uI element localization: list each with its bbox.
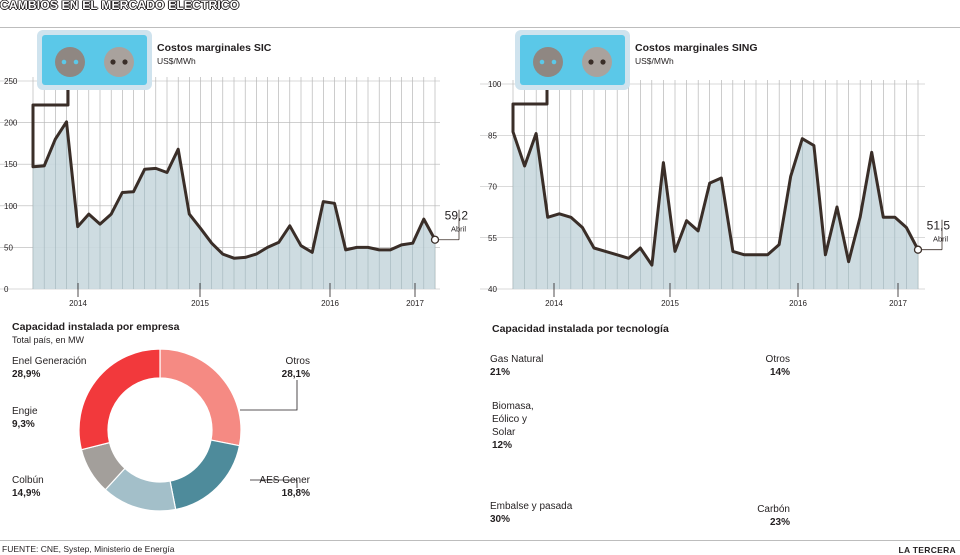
- sic-ytick-label: 0: [4, 285, 9, 294]
- brand-logo: LA TERCERA: [898, 545, 956, 555]
- label-engie: Engie 9,3%: [12, 406, 38, 430]
- sic-chart-title: Costos marginales SIC: [157, 42, 272, 54]
- sic-ytick-label: 100: [4, 202, 18, 211]
- sing-ytick-label: 100: [488, 80, 502, 89]
- sic-series-line: [31, 74, 437, 260]
- empresa-slice-enel-generaci-n: [78, 348, 161, 451]
- sic-last-value: 59,2: [445, 209, 469, 223]
- empresa-leader-line: [240, 380, 298, 411]
- tecnologia-title: Capacidad instalada por tecnología: [492, 323, 669, 335]
- sing-last-sublabel: Abril: [933, 235, 948, 244]
- sing-xtick-label: 2014: [545, 299, 563, 308]
- sic-ytick-label: 250: [4, 77, 18, 86]
- label-gas: Gas Natural 21%: [490, 354, 544, 378]
- label-otros-empresa: Otros 28,1%: [281, 356, 310, 380]
- empresa-subtitle: Total país, en MW: [12, 335, 85, 345]
- socket-icon: [104, 47, 134, 77]
- sing-xtick-label: 2015: [661, 299, 679, 308]
- socket-hole-icon: [588, 59, 594, 65]
- sic-xtick-label: 2017: [406, 299, 424, 308]
- empresa-slice-aes-gener: [169, 439, 241, 511]
- empresa-leader-line: [250, 479, 298, 488]
- sing-unit-label: US$/MWh: [635, 56, 674, 66]
- sing-ytick-label: 55: [488, 234, 497, 243]
- socket-hole-icon: [110, 59, 116, 65]
- label-otros-tecnologia: Otros 14%: [765, 354, 790, 378]
- sing-ytick-label: 85: [488, 131, 497, 140]
- plug-pin-icon: [73, 59, 79, 65]
- sic-xtick-label: 2015: [191, 299, 209, 308]
- label-embalse: Embalse y pasada 30%: [490, 501, 573, 525]
- label-carbon: Carbón 23%: [757, 504, 790, 528]
- plug-pin-icon: [551, 59, 557, 65]
- label-colbun: Colbún 14,9%: [12, 475, 44, 499]
- label-enel: Enel Generación 28,9%: [12, 356, 87, 380]
- empresa-donut: [78, 348, 298, 512]
- bottom-divider: [0, 540, 960, 541]
- sing-last-point: [913, 245, 923, 254]
- label-biomasa: Biomasa, Eólico y Solar 12%: [492, 401, 534, 451]
- empresa-slice-otros: [159, 348, 242, 447]
- sic-ytick-label: 50: [4, 243, 13, 252]
- sing-chart-title: Costos marginales SING: [635, 42, 758, 54]
- sing-series-line: [511, 74, 920, 267]
- sing-area: [513, 131, 918, 289]
- sic-last-point: [430, 235, 440, 244]
- page-title: CAMBIOS EN EL MERCADO ELÉCTRICO: [0, 0, 240, 12]
- socket-hole-icon: [122, 59, 128, 65]
- sic-ytick-label: 200: [4, 119, 18, 128]
- sing-xtick-label: 2017: [889, 299, 907, 308]
- sic-xtick-label: 2014: [69, 299, 87, 308]
- plug-head-icon: [55, 47, 85, 77]
- plug-pin-icon: [539, 59, 545, 65]
- sing-last-value: 51,5: [927, 219, 951, 233]
- sic-xtick-label: 2016: [321, 299, 339, 308]
- sing-xtick-label: 2016: [789, 299, 807, 308]
- socket-icon: [582, 47, 612, 77]
- plug-pin-icon: [61, 59, 67, 65]
- sing-ytick-label: 70: [488, 183, 497, 192]
- plug-head-icon: [533, 47, 563, 77]
- sic-chart: 0 50 100 150 200 250 59,2 Abril 2014 2015 2016 2017…: [0, 30, 469, 308]
- sic-unit-label: US$/MWh: [157, 56, 196, 66]
- sing-ytick-label: 40: [488, 285, 497, 294]
- label-aes: AES Gener 18,8%: [259, 475, 310, 499]
- sing-chart: 40 55 70 85 100 51,5 Abril 2014 2015 2016 2017 Cost…: [480, 30, 951, 308]
- empresa-title: Capacidad instalada por empresa: [12, 321, 180, 333]
- top-divider: [0, 27, 960, 28]
- socket-hole-icon: [600, 59, 606, 65]
- sic-last-sublabel: Abril: [451, 225, 466, 234]
- source-note: FUENTE: CNE, Systep, Ministerio de Energ…: [2, 544, 175, 554]
- sic-ytick-label: 150: [4, 160, 18, 169]
